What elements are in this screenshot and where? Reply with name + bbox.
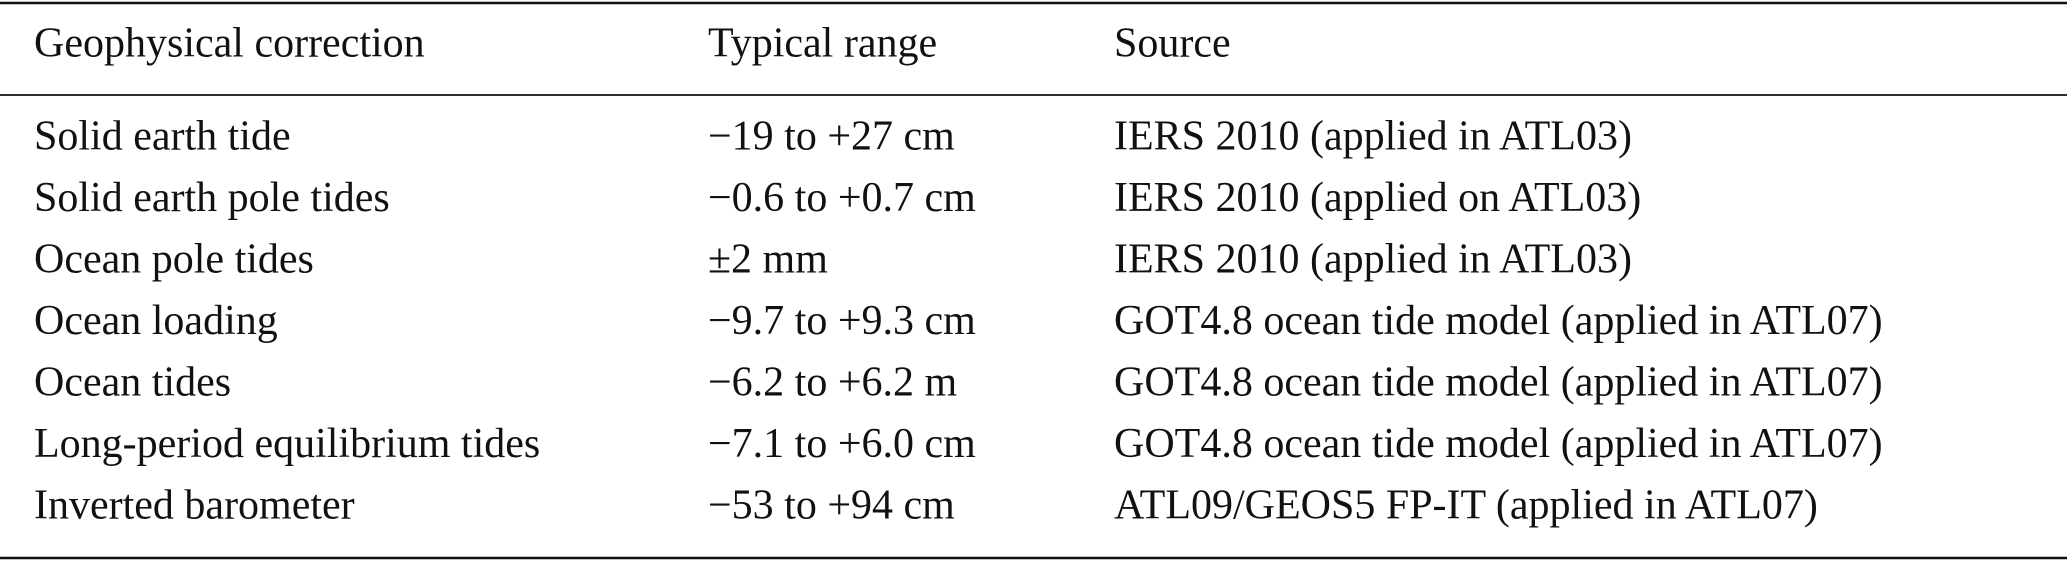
table-cell: Inverted barometer bbox=[34, 483, 355, 529]
table-cell: GOT4.8 ocean tide model (applied in ATL0… bbox=[1114, 360, 1883, 406]
table-cell: −7.1 to +6.0 cm bbox=[708, 421, 976, 467]
table-cell: −6.2 to +6.2 m bbox=[708, 360, 958, 406]
table-cell: Ocean loading bbox=[34, 298, 278, 344]
table-cell: IERS 2010 (applied in ATL03) bbox=[1114, 114, 1632, 160]
table-cell: −0.6 to +0.7 cm bbox=[708, 175, 976, 221]
table-cell: Ocean pole tides bbox=[34, 237, 314, 283]
table-cell: Long-period equilibrium tides bbox=[34, 421, 540, 467]
table-cell: −53 to +94 cm bbox=[708, 483, 955, 529]
table-cell: IERS 2010 (applied in ATL03) bbox=[1114, 237, 1632, 283]
table-cell: Ocean tides bbox=[34, 360, 231, 406]
table-cell: ATL09/GEOS5 FP-IT (applied in ATL07) bbox=[1114, 483, 1818, 529]
table-cell: ±2 mm bbox=[708, 237, 828, 283]
table-cell: GOT4.8 ocean tide model (applied in ATL0… bbox=[1114, 421, 1883, 467]
table-cell: −19 to +27 cm bbox=[708, 114, 955, 160]
table-cell: Solid earth tide bbox=[34, 114, 291, 160]
table-cell: Solid earth pole tides bbox=[34, 175, 390, 221]
header-cell: Geophysical correction bbox=[34, 21, 425, 67]
header-cell: Source bbox=[1114, 21, 1231, 67]
table-cell: IERS 2010 (applied on ATL03) bbox=[1114, 175, 1641, 221]
header-cell: Typical range bbox=[708, 21, 937, 67]
table-cell: −9.7 to +9.3 cm bbox=[708, 298, 976, 344]
table-cell: GOT4.8 ocean tide model (applied in ATL0… bbox=[1114, 298, 1883, 344]
